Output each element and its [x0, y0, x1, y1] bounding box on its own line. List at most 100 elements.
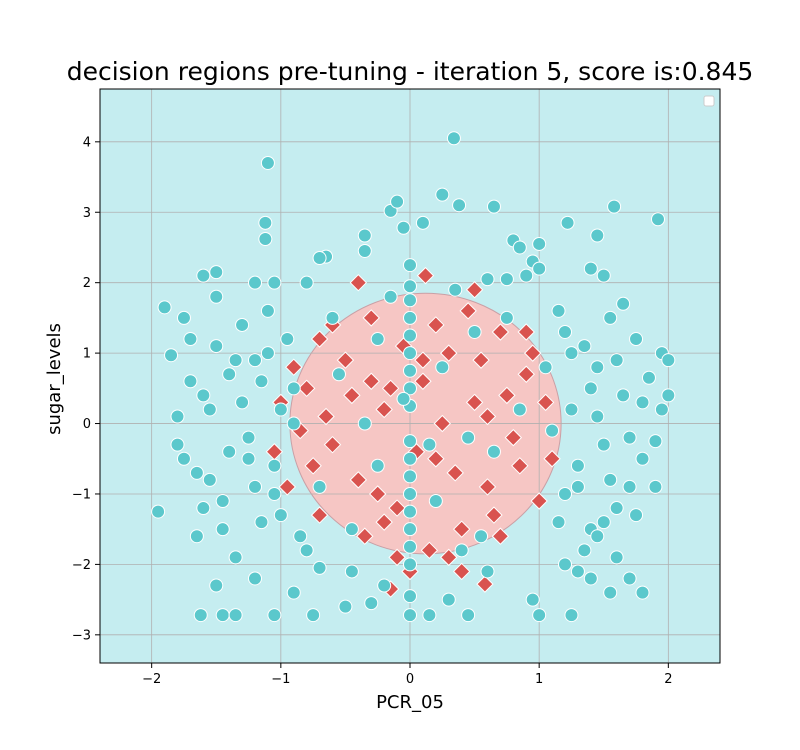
circle-point	[583, 381, 598, 396]
circle-point	[325, 310, 340, 325]
diamond-point	[511, 457, 529, 475]
circle-point	[446, 131, 461, 146]
circle-point	[357, 416, 372, 431]
circle-point	[609, 501, 624, 516]
circle-point	[564, 346, 579, 361]
y-tick-label: −1	[72, 487, 91, 502]
circle-point	[357, 228, 372, 243]
circle-point	[164, 348, 179, 363]
circle-point	[370, 458, 385, 473]
y-axis-ticks: −3 −2 −1 0 1 2 3 4	[72, 135, 100, 643]
circle-point	[196, 388, 211, 403]
y-tick-label: 2	[83, 276, 91, 291]
circle-point	[474, 529, 489, 544]
diamond-point	[414, 372, 432, 390]
circle-point	[260, 155, 275, 170]
circle-point	[280, 332, 295, 347]
diamond-point	[362, 372, 380, 390]
circle-point	[273, 402, 288, 417]
circle-point	[338, 599, 353, 614]
circle-point	[267, 486, 282, 501]
circle-point	[183, 374, 198, 389]
circle-point	[428, 494, 443, 509]
circle-point	[306, 608, 321, 623]
circle-point	[635, 585, 650, 600]
circle-point	[454, 543, 469, 558]
circle-point	[235, 317, 250, 332]
circle-point	[235, 395, 250, 410]
x-tick-label: −2	[142, 672, 161, 687]
circle-point	[157, 300, 172, 315]
circle-point	[596, 515, 611, 530]
circle-point	[286, 416, 301, 431]
circle-point	[519, 268, 534, 283]
circle-point	[331, 367, 346, 382]
circle-point	[596, 437, 611, 452]
x-axis-ticks: −2 −1 0 1 2	[142, 663, 672, 687]
circle-point	[248, 571, 262, 586]
circle-point	[241, 430, 256, 445]
circle-point	[558, 486, 572, 501]
legend-box[interactable]	[703, 95, 715, 107]
x-tick-label: 1	[535, 672, 543, 687]
circle-point	[403, 504, 417, 519]
circle-point	[254, 374, 269, 389]
circle-point	[196, 501, 211, 516]
circle-point	[590, 360, 605, 375]
diamond-point	[517, 323, 535, 341]
diamond-point	[310, 506, 329, 524]
diamond-point	[297, 379, 316, 398]
circle-point	[183, 332, 198, 347]
circle-point	[344, 564, 359, 579]
diamond-point	[485, 506, 503, 524]
circle-point	[661, 388, 676, 403]
circle-point	[622, 479, 637, 494]
diamond-point	[310, 330, 329, 348]
circle-point	[590, 529, 605, 544]
circle-point	[151, 504, 166, 519]
circle-point	[661, 353, 676, 368]
diamond-point	[517, 365, 535, 383]
circle-point	[577, 543, 592, 558]
circle-point	[525, 592, 540, 607]
circle-point	[286, 585, 301, 600]
circle-point	[435, 360, 450, 375]
circle-point	[403, 451, 417, 466]
circle-point	[189, 529, 204, 544]
circle-point	[551, 303, 566, 318]
circle-point	[415, 215, 430, 230]
diamond-point	[420, 541, 439, 560]
circle-point	[583, 571, 598, 586]
diamond-point	[375, 513, 393, 531]
y-tick-label: −3	[72, 628, 91, 643]
circle-point	[560, 215, 575, 230]
circle-point	[209, 289, 224, 304]
diamond-point	[491, 527, 510, 545]
diamond-point	[472, 351, 490, 369]
circle-point	[403, 258, 417, 273]
circle-point	[260, 346, 275, 361]
circle-point	[422, 608, 437, 623]
circle-point	[403, 589, 417, 604]
circle-point	[570, 479, 585, 494]
circle-point	[648, 434, 663, 449]
circle-point	[396, 391, 411, 406]
diamond-point	[388, 548, 406, 567]
circle-point	[403, 486, 417, 501]
circle-point	[215, 494, 230, 509]
circle-point	[267, 458, 282, 473]
circle-point	[202, 402, 217, 417]
circle-point	[299, 275, 314, 290]
circle-point	[486, 199, 501, 214]
circle-point	[202, 472, 217, 487]
circle-point	[176, 451, 191, 466]
circle-point	[258, 215, 273, 230]
y-tick-label: 1	[83, 347, 91, 362]
data-points	[151, 131, 676, 623]
circle-point	[609, 353, 624, 368]
circle-point	[452, 198, 467, 213]
y-tick-label: 4	[83, 135, 91, 150]
circle-point	[551, 515, 566, 530]
circle-point	[222, 444, 237, 459]
diamond-point	[452, 520, 471, 538]
